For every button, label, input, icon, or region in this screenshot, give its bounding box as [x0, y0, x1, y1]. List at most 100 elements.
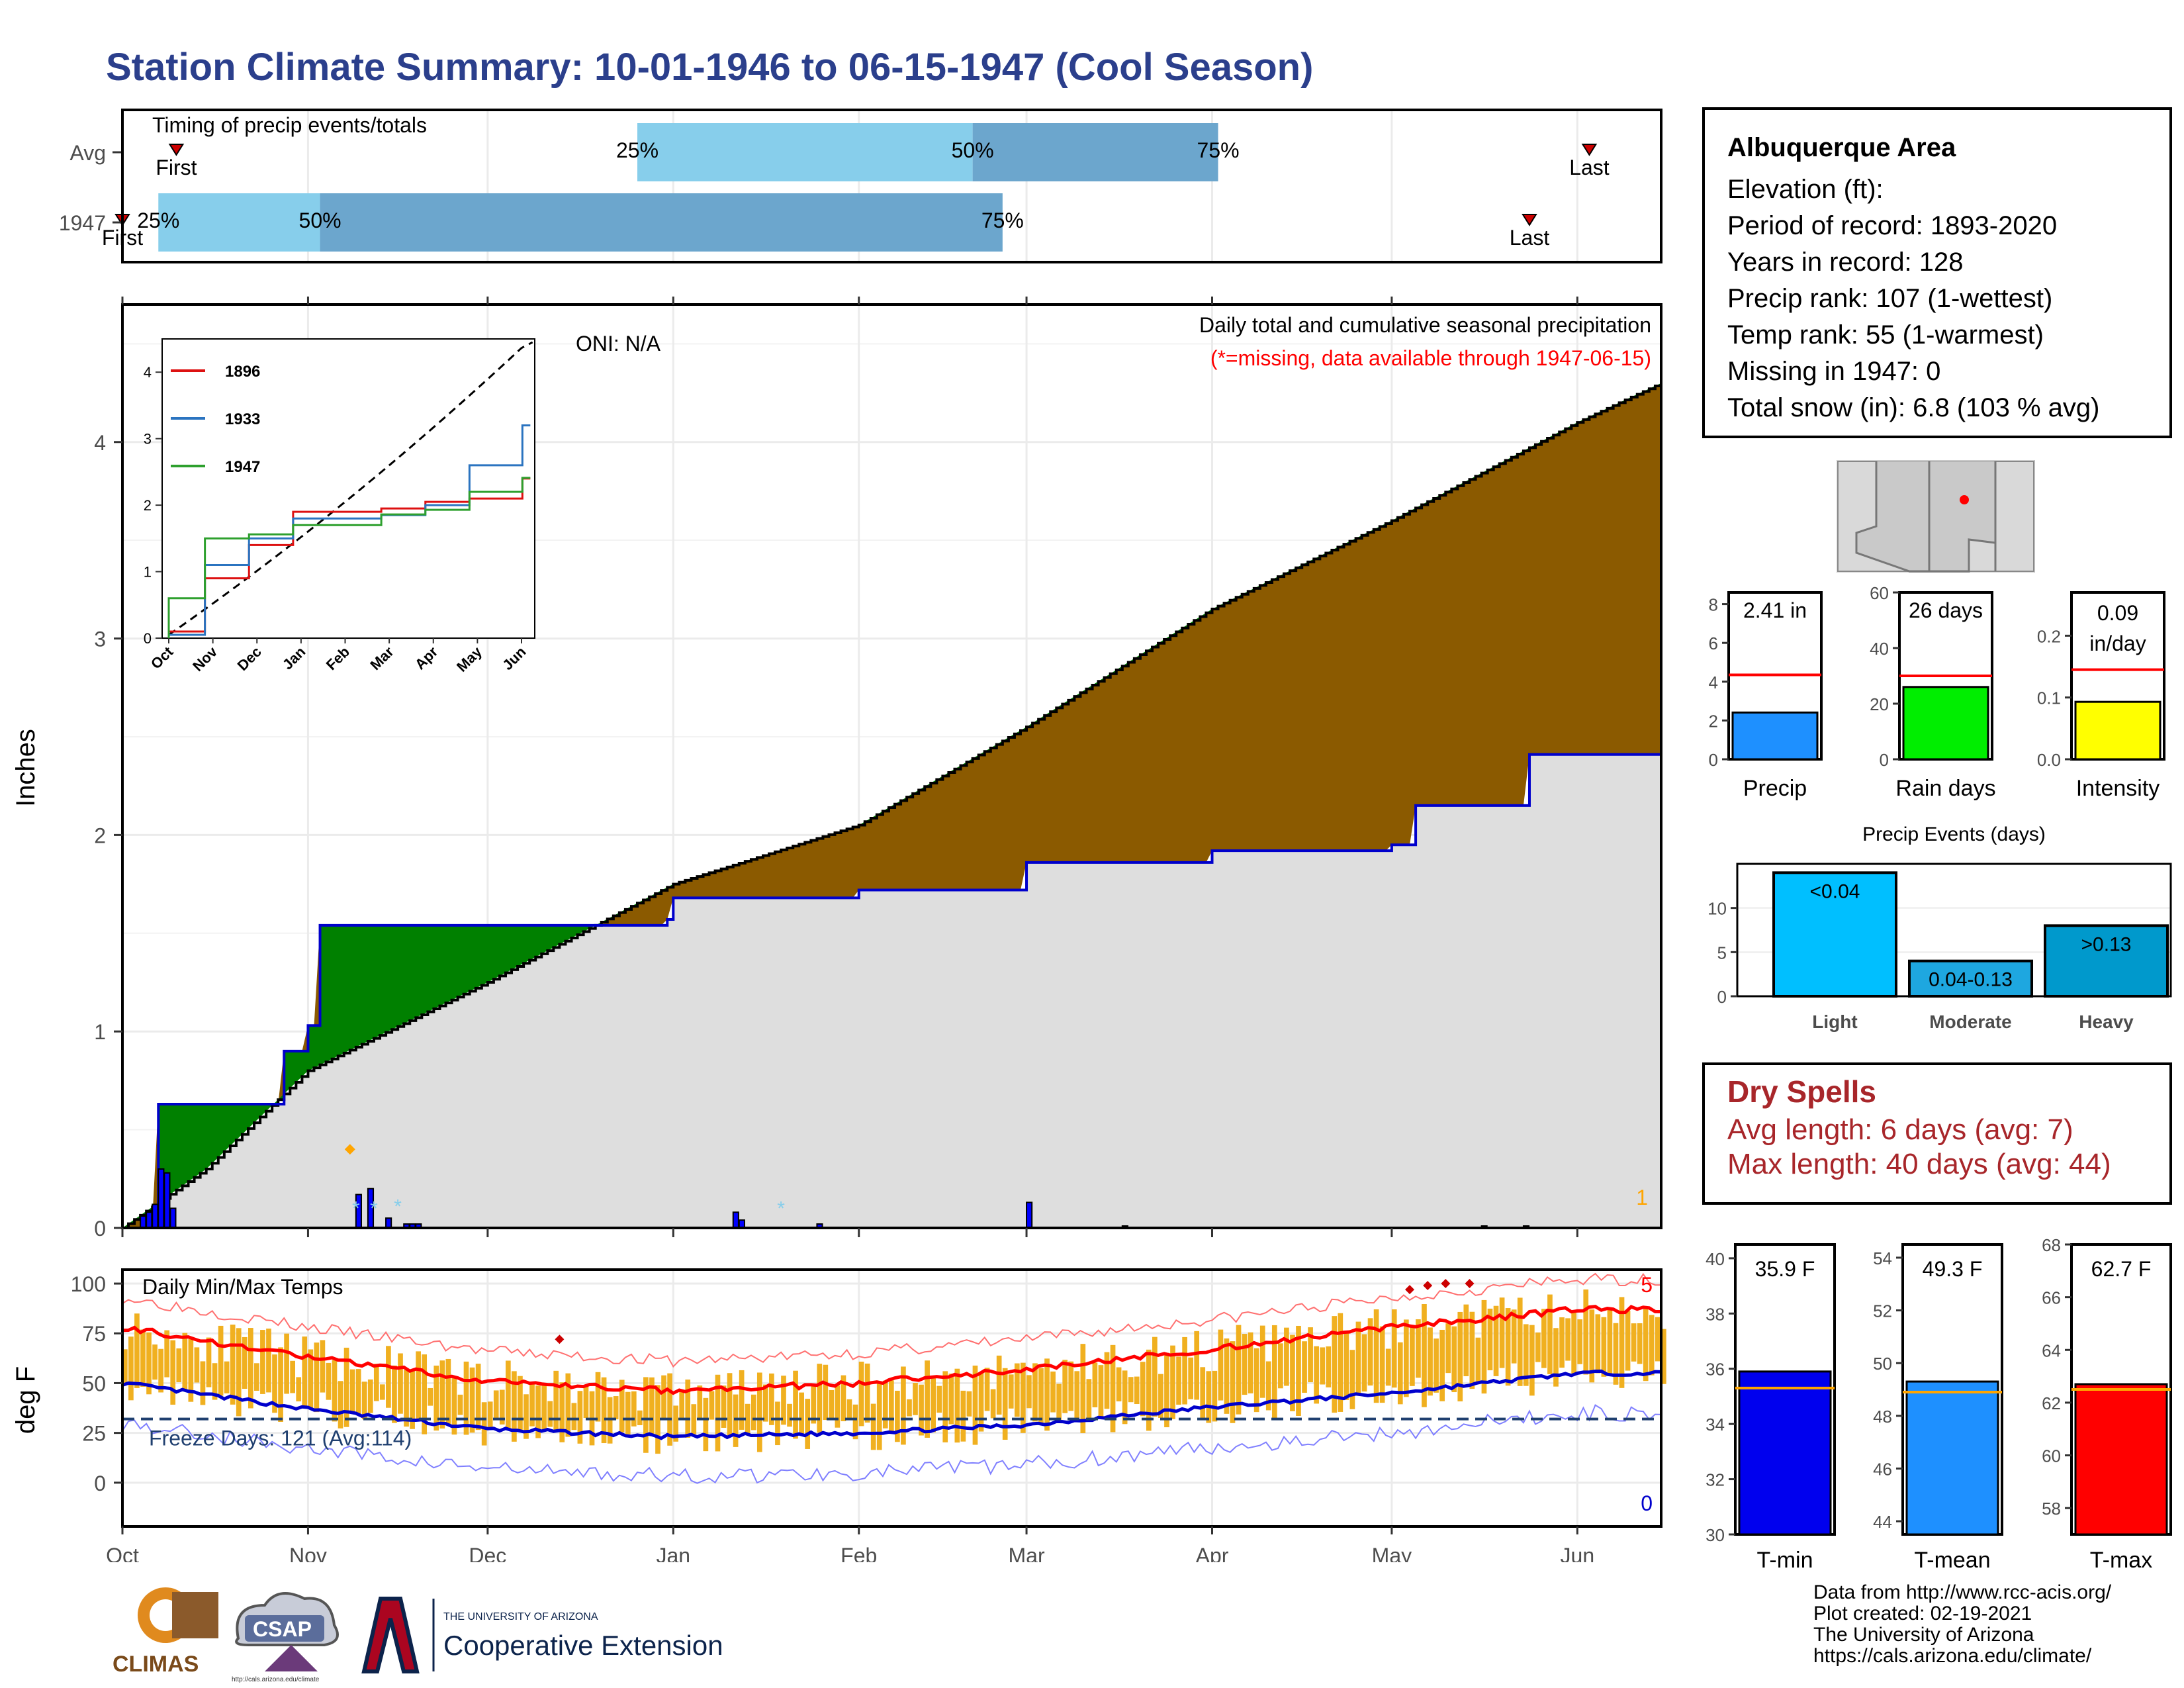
temp-x-tick-label: Jun	[1561, 1544, 1595, 1562]
temp-bar-tick-label: 54	[1873, 1248, 1892, 1268]
daily-temp-bar	[577, 1391, 583, 1444]
timing-frame	[121, 109, 1662, 263]
daily-temp-bar	[1170, 1345, 1175, 1419]
daily-temp-bar	[990, 1389, 996, 1419]
daily-temp-bar	[158, 1348, 163, 1393]
mini-bar-tick-label: 0.0	[2037, 750, 2061, 770]
daily-temp-bar	[1469, 1311, 1475, 1389]
daily-temp-bar	[919, 1384, 924, 1436]
inset-year-line	[167, 477, 531, 638]
daily-temp-bar	[739, 1370, 745, 1430]
daily-temp-bar	[775, 1401, 780, 1446]
daily-temp-bar	[1188, 1357, 1194, 1399]
timing-title: Timing of precip events/totals	[152, 113, 427, 137]
inset-y-tick-label: 2	[144, 497, 152, 514]
daily-temp-bar	[349, 1369, 355, 1412]
quantile-label-75: 75%	[981, 209, 1024, 232]
mini-bar-category-label: Intensity	[2076, 776, 2160, 801]
daily-temp-bar	[1343, 1331, 1349, 1400]
daily-temp-bar	[248, 1328, 253, 1409]
mini-bar-tick-label: 0	[1880, 750, 1889, 770]
temp-y-tick-label: 25	[82, 1422, 106, 1446]
daily-temp-bar	[553, 1370, 559, 1432]
daily-temp-bar	[499, 1389, 505, 1425]
daily-temp-bar	[876, 1381, 882, 1450]
cumulative-surplus-area	[122, 383, 1661, 1228]
last-event-marker	[1581, 144, 1598, 156]
daily-temp-bar	[1008, 1374, 1014, 1409]
daily-temp-bar	[308, 1349, 314, 1409]
daily-temp-bar	[1655, 1317, 1661, 1362]
daily-temp-bar	[1625, 1310, 1631, 1371]
daily-temp-bar	[954, 1368, 960, 1443]
daily-temp-bar	[1026, 1375, 1032, 1409]
daily-temp-bar	[1631, 1323, 1637, 1362]
daily-temp-bar	[1433, 1338, 1439, 1393]
station-name: Albuquerque Area	[1727, 133, 1956, 162]
total-snow: Total snow (in): 6.8 (103 % avg)	[1727, 393, 2100, 422]
temp-bar-value	[1905, 1380, 1999, 1536]
precip-frame	[121, 303, 1662, 1229]
events-bar-label: 0.04-0.13	[1929, 969, 2013, 991]
record-low-count: 0	[1641, 1491, 1653, 1515]
temp-x-tick-label: Apr	[1196, 1544, 1229, 1562]
daily-temp-bar	[1296, 1325, 1301, 1417]
temp-bar-tick-label: 32	[1706, 1470, 1725, 1490]
daily-temp-bar	[1637, 1323, 1643, 1364]
daily-temp-bar	[685, 1380, 691, 1438]
inset-y-tick-label: 3	[144, 431, 152, 447]
daily-temp-bar	[901, 1366, 906, 1445]
events-bar-label: >0.13	[2081, 933, 2132, 955]
precip-events-chart: Precip Events (days) <0.04 Light 0.04-0.13 M…	[1707, 823, 2172, 1032]
daily-temp-bar	[1308, 1327, 1313, 1383]
daily-temp-bar	[1248, 1332, 1253, 1393]
dry-spells-box: Dry Spells Avg length: 6 days (avg: 7) M…	[1702, 1062, 2172, 1205]
daily-temp-bar	[1062, 1360, 1068, 1413]
daily-temp-bar	[1176, 1356, 1181, 1405]
daily-temp-bar	[367, 1379, 373, 1413]
daily-temp-bar	[1302, 1341, 1307, 1393]
daily-temp-bar	[1092, 1362, 1098, 1407]
precip-summary-bars: 0 2 4 6 8 2.41 in Precip 0 20 40 60 26 days Rain day…	[1709, 583, 2165, 801]
daily-precip-bar	[163, 1172, 171, 1229]
daily-temp-bar	[1410, 1326, 1415, 1386]
svg-text:Cooperative Extension: Cooperative Extension	[443, 1630, 723, 1661]
daily-temp-bar	[236, 1328, 242, 1417]
daily-temp-bar	[769, 1373, 774, 1425]
record-temp-marker	[555, 1335, 565, 1344]
events-tick-label: 5	[1717, 943, 1727, 962]
temp-panel-title: Daily Min/Max Temps	[142, 1275, 343, 1299]
quantile-label-25: 25%	[616, 138, 659, 162]
credit-line: The University of Arizona	[1813, 1624, 2034, 1646]
daily-temp-bar	[290, 1360, 295, 1393]
temp-y-tick-label: 0	[94, 1472, 106, 1495]
daily-temp-bar	[841, 1375, 846, 1421]
daily-temp-bar	[852, 1404, 858, 1440]
daily-temp-bar	[1104, 1352, 1110, 1409]
daily-temp-bar	[1428, 1327, 1433, 1396]
mini-bar-value	[1902, 686, 1989, 761]
daily-temp-bar	[422, 1354, 428, 1434]
daily-temp-bar	[619, 1380, 625, 1432]
daily-precip-bar	[1026, 1201, 1033, 1229]
inset-y-tick-label: 4	[144, 364, 152, 381]
temp-bar-tick-label: 30	[1706, 1525, 1725, 1545]
daily-temp-bar	[864, 1363, 870, 1423]
daily-temp-bar	[942, 1371, 948, 1442]
missing-note: (*=missing, data available through 1947-…	[1210, 346, 1651, 370]
daily-precip-bar	[146, 1211, 153, 1229]
daily-temp-bar	[1439, 1329, 1445, 1401]
daily-temp-bar	[907, 1399, 912, 1417]
mini-bar-tick-label: 8	[1709, 595, 1718, 615]
daily-temp-bar	[733, 1394, 739, 1447]
temp-bar-tick-label: 66	[2042, 1288, 2061, 1308]
daily-temp-bar	[996, 1355, 1002, 1415]
daily-temp-bar	[176, 1348, 182, 1383]
daily-temp-bar	[1146, 1349, 1152, 1431]
daily-temp-bar	[823, 1364, 829, 1421]
last-event-label: Last	[1510, 226, 1550, 250]
daily-temp-bar	[565, 1373, 571, 1437]
daily-temp-bar	[1253, 1348, 1259, 1413]
daily-temp-bar	[1332, 1316, 1338, 1413]
daily-temp-bar	[1619, 1297, 1625, 1388]
